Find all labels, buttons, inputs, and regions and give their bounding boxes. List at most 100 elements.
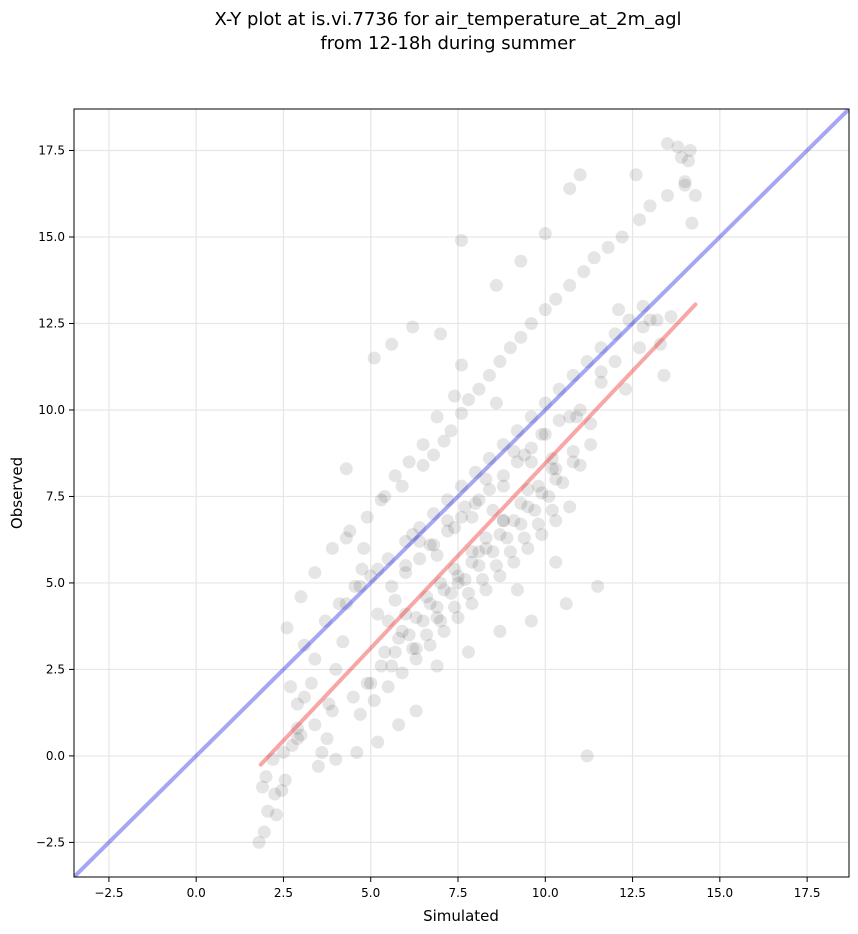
scatter-point (479, 583, 493, 597)
scatter-point (538, 396, 552, 410)
scatter-point (496, 514, 510, 528)
scatter-point (489, 559, 503, 573)
scatter-point (304, 676, 318, 690)
scatter-point (430, 611, 444, 625)
scatter-point (276, 745, 290, 759)
scatter-point (409, 611, 423, 625)
scatter-point (489, 396, 503, 410)
scatter-point (633, 341, 647, 355)
scatter-point (563, 410, 577, 424)
scatter-point (294, 590, 308, 604)
scatter-point (364, 569, 378, 583)
scatter-point (280, 621, 294, 635)
scatter-point (402, 628, 416, 642)
scatter-point (465, 597, 479, 611)
scatter-point (427, 507, 441, 521)
scatter-point (455, 406, 468, 420)
y-tick-label: 0.0 (46, 749, 65, 763)
scatter-point (549, 514, 563, 528)
scatter-point (343, 524, 357, 538)
scatter-point (615, 230, 629, 244)
scatter-point (524, 316, 538, 330)
scatter-point (521, 483, 535, 497)
scatter-point (678, 178, 692, 192)
scatter-point (413, 552, 427, 566)
x-tick-label: 17.5 (794, 886, 821, 900)
x-tick-label: 0.0 (187, 886, 206, 900)
scatter-point (458, 572, 472, 586)
scatter-point (371, 735, 385, 749)
scatter-point (409, 642, 423, 656)
scatter-point (346, 690, 360, 704)
scatter-point (472, 545, 486, 559)
scatter-point (608, 355, 622, 369)
scatter-point (479, 472, 493, 486)
scatter-point (332, 597, 346, 611)
scatter-point (683, 144, 697, 158)
scatter-point (416, 614, 430, 628)
scatter-point (479, 531, 493, 545)
scatter-point (482, 483, 496, 497)
scatter-point (455, 358, 468, 372)
scatter-point (385, 659, 399, 673)
scatter-point (413, 521, 427, 535)
scatter-point (545, 503, 559, 517)
scatter-point (353, 579, 367, 593)
scatter-point (545, 451, 559, 465)
scatter-point (538, 427, 552, 441)
scatter-point (259, 770, 273, 784)
scatter-point (584, 438, 598, 452)
scatter-point (594, 375, 608, 389)
scatter-point (430, 600, 444, 614)
scatter-point (535, 528, 549, 542)
scatter-point (573, 458, 587, 472)
scatter-point (427, 448, 441, 462)
scatter-point (514, 496, 528, 510)
scatter-point (566, 455, 580, 469)
y-tick-label: −2.5 (36, 835, 65, 849)
scatter-point (650, 313, 664, 327)
scatter-point (608, 327, 622, 341)
scatter-point (566, 368, 580, 382)
scatter-point (545, 462, 559, 476)
scatter-point (339, 597, 353, 611)
scatter-point (437, 434, 451, 448)
scatter-point (290, 721, 304, 735)
scatter-point (268, 787, 282, 801)
scatter-point (311, 759, 325, 773)
scatter-point (399, 607, 413, 621)
scatter-point (256, 780, 270, 794)
scatter-point (493, 355, 507, 369)
scatter-point (325, 541, 339, 555)
scatter-point (423, 538, 437, 552)
scatter-point (524, 441, 538, 455)
scatter-point (339, 531, 353, 545)
x-tick-label: 7.5 (448, 886, 467, 900)
scatter-point (371, 607, 385, 621)
scatter-point (441, 514, 455, 528)
scatter-point (472, 493, 486, 507)
reference-lines (74, 109, 849, 877)
scatter-point (468, 465, 482, 479)
scatter-point (399, 559, 413, 573)
scatter-point (448, 521, 462, 535)
scatter-point (685, 216, 699, 230)
scatter-point (538, 303, 552, 317)
scatter-point (472, 382, 486, 396)
scatter-point (290, 732, 304, 746)
scatter-point (496, 469, 510, 483)
y-tick-label: 10.0 (38, 403, 65, 417)
scatter-point (496, 514, 510, 528)
scatter-point (556, 476, 570, 490)
scatter-point (252, 835, 266, 849)
scatter-point (510, 455, 524, 469)
scatter-point (329, 662, 343, 676)
scatter-point (392, 631, 406, 645)
scatter-point (465, 510, 479, 524)
scatter-point (308, 566, 322, 580)
scatter-point (524, 410, 538, 424)
scatter-point (322, 697, 336, 711)
scatter-point (269, 808, 283, 822)
scatter-point (381, 680, 395, 694)
scatter-point (371, 562, 385, 576)
